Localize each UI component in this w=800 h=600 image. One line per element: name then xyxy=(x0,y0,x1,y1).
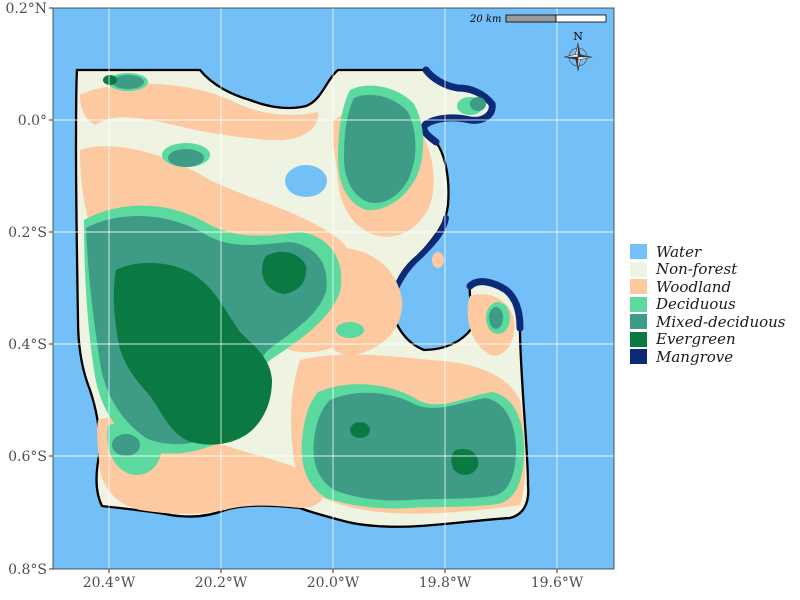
legend-item-water: Water xyxy=(630,243,786,261)
legend-item-woodland: Woodland xyxy=(630,278,786,296)
x-tick-label: 19.6°W xyxy=(531,575,584,591)
legend: Water Non-forest Woodland Deciduous Mixe… xyxy=(630,243,786,366)
legend-swatch xyxy=(630,331,647,347)
legend-label: Non-forest xyxy=(656,260,738,279)
y-tick-label: 0.6°S xyxy=(8,449,47,465)
scale-bar-segment-dark xyxy=(505,14,557,23)
y-tick-label: 0.0° xyxy=(18,113,47,129)
x-tick-label: 20.0°W xyxy=(307,575,360,591)
legend-item-mangrove: Mangrove xyxy=(630,348,786,366)
y-tick-label: 0.4°S xyxy=(8,337,47,353)
legend-label: Mixed-deciduous xyxy=(656,312,786,331)
legend-swatch xyxy=(630,244,647,260)
y-tick-label: 0.8°S xyxy=(8,562,47,578)
legend-item-deciduous: Deciduous xyxy=(630,295,786,314)
evergreen-patches xyxy=(103,75,479,475)
inland-lake xyxy=(285,165,327,197)
x-tick-label: 20.4°W xyxy=(83,575,136,591)
legend-label: Deciduous xyxy=(656,295,736,314)
axis-ticks xyxy=(49,7,558,573)
x-tick-label: 19.8°W xyxy=(419,575,472,591)
legend-swatch xyxy=(630,349,647,365)
legend-label: Evergreen xyxy=(656,330,736,349)
legend-swatch xyxy=(630,279,647,295)
y-tick-label: 0.2°S xyxy=(8,225,47,241)
legend-item-non-forest: Non-forest xyxy=(630,260,786,279)
x-tick-label: 20.2°W xyxy=(195,575,248,591)
legend-swatch xyxy=(630,261,647,277)
legend-swatch xyxy=(630,296,647,312)
legend-item-mixed-deciduous: Mixed-deciduous xyxy=(630,313,786,331)
scale-bar-segment-light xyxy=(555,14,607,23)
north-label: N xyxy=(573,30,583,43)
graticule xyxy=(53,8,614,569)
y-tick-label: 0.2°N xyxy=(5,1,47,17)
legend-swatch xyxy=(630,314,647,330)
north-arrow-icon: N xyxy=(563,30,593,72)
scale-bar-label: 20 km xyxy=(469,14,501,25)
legend-item-evergreen: Evergreen xyxy=(630,330,786,349)
legend-label: Woodland xyxy=(656,277,732,296)
scale-bar: 20 km xyxy=(469,14,607,25)
legend-label: Water xyxy=(656,242,702,261)
legend-label: Mangrove xyxy=(656,347,734,366)
